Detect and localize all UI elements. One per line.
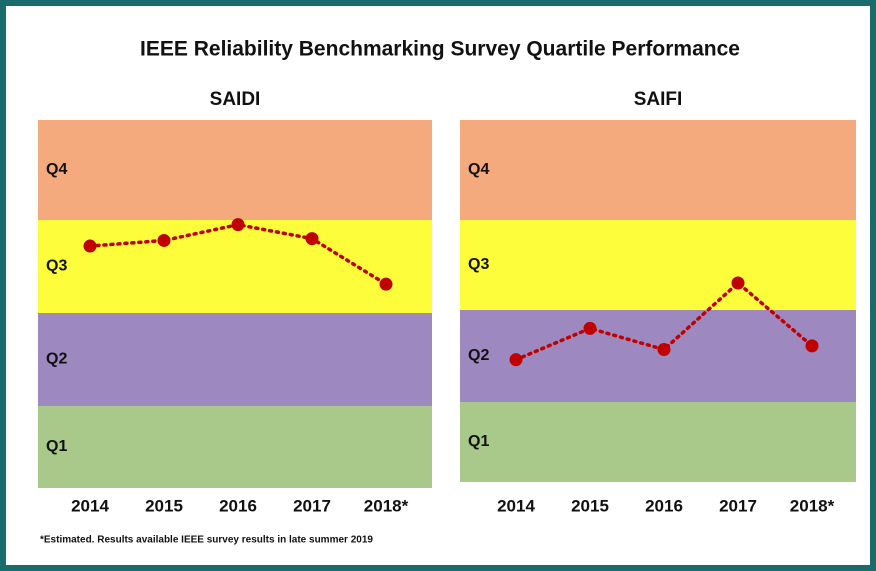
y-tick-label: Q1 (468, 433, 489, 450)
data-point (83, 239, 97, 253)
data-point (805, 339, 819, 353)
quartile-band (38, 120, 432, 220)
y-tick-label: Q3 (468, 256, 489, 273)
x-tick-label: 2014 (71, 496, 109, 515)
y-tick-label: Q2 (46, 351, 67, 368)
y-tick-label: Q1 (46, 438, 67, 455)
quartile-band (460, 220, 856, 310)
y-tick-label: Q4 (46, 161, 67, 178)
quartile-band (460, 402, 856, 482)
panel-title: SAIFI (634, 89, 683, 110)
x-tick-label: 2015 (145, 496, 183, 515)
data-point (379, 277, 393, 291)
panel-title: SAIDI (210, 89, 261, 110)
y-tick-label: Q4 (468, 161, 489, 178)
x-tick-label: 2016 (219, 496, 257, 515)
chart-title: IEEE Reliability Benchmarking Survey Qua… (140, 38, 740, 61)
data-point (583, 321, 597, 335)
x-tick-label: 2017 (293, 496, 331, 515)
x-tick-label: 2018* (790, 496, 835, 515)
data-point (157, 233, 171, 247)
quartile-band (38, 220, 432, 313)
data-point (731, 276, 745, 290)
data-point (657, 343, 671, 357)
data-point (509, 353, 523, 367)
data-point (231, 218, 245, 232)
y-tick-label: Q2 (468, 347, 489, 364)
y-tick-label: Q3 (46, 258, 67, 275)
x-tick-label: 2017 (719, 496, 757, 515)
data-point (305, 232, 319, 246)
x-tick-label: 2014 (497, 496, 535, 515)
quartile-band (460, 120, 856, 220)
quartile-band (38, 313, 432, 406)
x-tick-label: 2015 (571, 496, 609, 515)
x-tick-label: 2018* (364, 496, 409, 515)
quartile-band (38, 406, 432, 488)
x-tick-label: 2016 (645, 496, 683, 515)
footnote: *Estimated. Results available IEEE surve… (40, 535, 373, 546)
